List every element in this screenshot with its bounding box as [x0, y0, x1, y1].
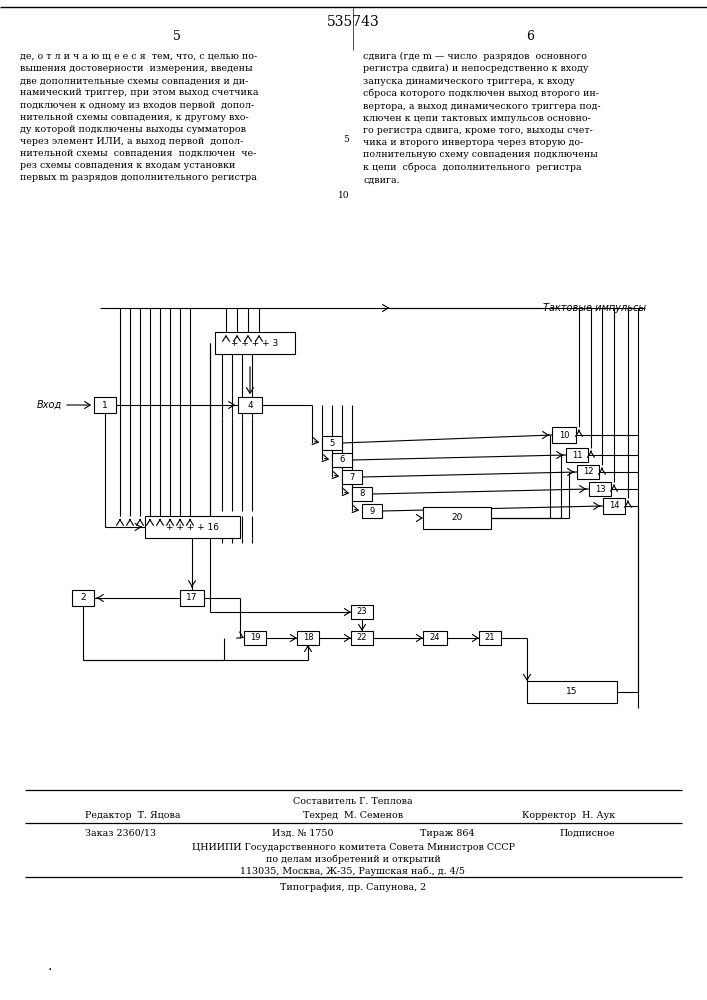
Bar	[423, 507, 491, 529]
Bar	[144, 516, 240, 538]
Text: 5: 5	[329, 438, 334, 448]
Text: 17: 17	[186, 593, 198, 602]
Text: 8: 8	[359, 489, 365, 498]
Text: Редактор  Т. Яцова: Редактор Т. Яцова	[85, 810, 180, 820]
Text: 15: 15	[566, 688, 578, 696]
Text: 5: 5	[343, 135, 349, 144]
Text: + + + + 16: + + + + 16	[165, 522, 218, 532]
Text: ·: ·	[48, 963, 52, 977]
Bar	[527, 681, 617, 703]
Text: сдвига (где m — число  разрядов  основного
регистра сдвига) и непосредственно к : сдвига (где m — число разрядов основного…	[363, 52, 601, 184]
Text: ЦНИИПИ Государственного комитета Совета Министров СССР: ЦНИИПИ Государственного комитета Совета …	[192, 842, 515, 852]
Text: Подписное: Подписное	[559, 828, 615, 838]
Bar	[566, 448, 588, 462]
Text: 22: 22	[357, 634, 367, 643]
Text: 18: 18	[303, 634, 313, 643]
Text: 5: 5	[173, 30, 181, 43]
Bar	[322, 436, 342, 450]
Bar	[352, 487, 372, 501]
Text: 2: 2	[80, 593, 86, 602]
Bar	[297, 631, 319, 645]
Bar	[215, 332, 295, 354]
Text: Вход: Вход	[37, 400, 62, 410]
Text: 12: 12	[583, 468, 593, 477]
Text: Заказ 2360/13: Заказ 2360/13	[85, 828, 156, 838]
Text: 13: 13	[595, 485, 605, 493]
Text: 113035, Москва, Ж-35, Раушская наб., д. 4/5: 113035, Москва, Ж-35, Раушская наб., д. …	[240, 866, 465, 876]
Text: 10: 10	[337, 190, 349, 200]
Bar	[72, 590, 94, 606]
Text: 14: 14	[609, 502, 619, 510]
Text: 20: 20	[451, 514, 462, 522]
Text: Составитель Г. Теплова: Составитель Г. Теплова	[293, 798, 413, 806]
Bar	[94, 397, 116, 413]
Text: 23: 23	[357, 607, 368, 616]
Text: 6: 6	[526, 30, 534, 43]
Bar	[362, 504, 382, 518]
Text: Тираж 864: Тираж 864	[420, 828, 474, 838]
Text: 535743: 535743	[327, 15, 380, 29]
Bar	[589, 482, 611, 496]
Text: 4: 4	[247, 400, 253, 410]
Text: Техред  М. Семенов: Техред М. Семенов	[303, 810, 403, 820]
Text: Изд. № 1750: Изд. № 1750	[272, 828, 334, 838]
Text: 7: 7	[349, 473, 355, 482]
Bar	[552, 427, 576, 443]
Text: 1: 1	[102, 400, 108, 410]
Bar	[577, 465, 599, 479]
Text: 10: 10	[559, 430, 569, 440]
Text: 21: 21	[485, 634, 495, 643]
Text: 19: 19	[250, 634, 260, 643]
Text: Корректор  Н. Аук: Корректор Н. Аук	[522, 810, 615, 820]
Bar	[479, 631, 501, 645]
Bar	[342, 470, 362, 484]
Text: 9: 9	[369, 506, 375, 516]
Text: по делам изобретений и открытий: по делам изобретений и открытий	[266, 854, 440, 864]
Text: 11: 11	[572, 450, 583, 460]
Text: + + + + 3: + + + + 3	[231, 338, 279, 348]
Text: 24: 24	[430, 634, 440, 643]
Bar	[603, 498, 625, 514]
Bar	[244, 631, 266, 645]
Text: Тактовые импульсы: Тактовые импульсы	[543, 303, 646, 313]
Text: Типография, пр. Сапунова, 2: Типография, пр. Сапунова, 2	[280, 884, 426, 892]
Text: 6: 6	[339, 456, 345, 464]
Bar	[180, 590, 204, 606]
Bar	[423, 631, 447, 645]
Text: де, о т л и ч а ю щ е е с я  тем, что, с целью по-
вышения достоверности  измере: де, о т л и ч а ю щ е е с я тем, что, с …	[20, 52, 259, 182]
Bar	[351, 605, 373, 619]
Bar	[351, 631, 373, 645]
Bar	[332, 453, 352, 467]
Bar	[238, 397, 262, 413]
